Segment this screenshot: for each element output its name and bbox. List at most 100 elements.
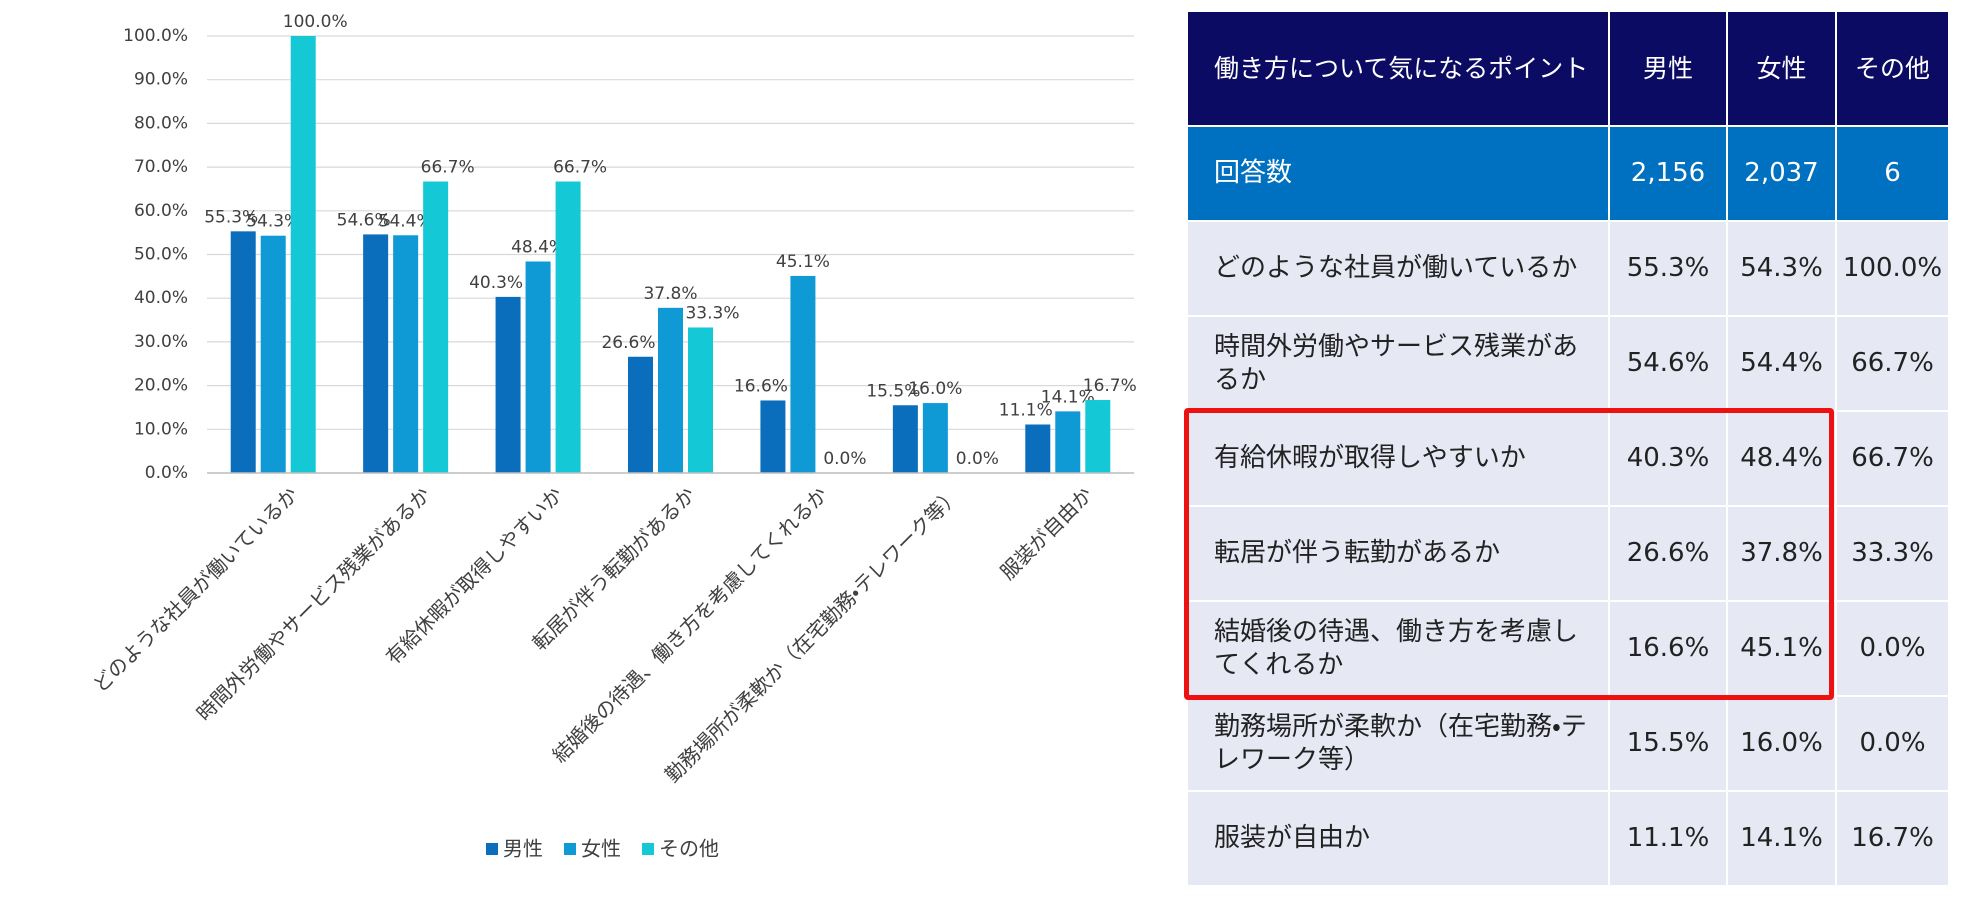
data-label: 66.7% xyxy=(553,158,607,178)
bar xyxy=(393,235,419,473)
table-row: 有給休暇が取得しやすいか 40.3% 48.4% 66.7% xyxy=(1186,410,1950,507)
table-row: 結婚後の待遇、働き方を考慮してくれるか 16.6% 45.1% 0.0% xyxy=(1186,600,1950,697)
header-cell: その他 xyxy=(1835,10,1950,127)
y-tick-label: 50.0% xyxy=(134,245,188,265)
value-cell: 26.6% xyxy=(1608,505,1728,602)
header-cell: 女性 xyxy=(1726,10,1837,127)
data-label: 45.1% xyxy=(776,252,830,272)
y-tick-label: 40.0% xyxy=(134,288,188,308)
data-label: 15.5% xyxy=(866,381,920,401)
y-tick-label: 70.0% xyxy=(134,157,188,177)
chart: 0.0% 10.0% 20.0% 30.0% 40.0% 50.0% 60.0% 70.0% 8… xyxy=(88,12,1137,861)
data-label: 0.0% xyxy=(956,449,999,469)
value-cell: 55.3% xyxy=(1608,220,1728,317)
y-tick-label: 0.0% xyxy=(145,463,188,483)
data-label: 55.3% xyxy=(204,207,258,227)
bar xyxy=(423,181,449,473)
data-label: 54.6% xyxy=(337,210,391,230)
table-row: 時間外労働やサービス残業があるか 54.6% 54.4% 66.7% xyxy=(1186,315,1950,412)
count-row: 回答数 2,156 2,037 6 xyxy=(1186,125,1950,222)
bar xyxy=(1025,424,1051,473)
highlight-box xyxy=(1184,408,1834,700)
value-cell: 54.4% xyxy=(1726,315,1837,412)
x-tick-label: どのような社員が働いているか xyxy=(88,482,303,697)
value-cell: 40.3% xyxy=(1608,410,1728,507)
table-row: 服装が自由か 11.1% 14.1% 16.7% xyxy=(1186,790,1950,887)
legend-label: 男性 xyxy=(503,837,543,861)
bar xyxy=(658,307,683,473)
data-label: 14.1% xyxy=(1041,387,1095,407)
bar xyxy=(290,36,316,473)
header-cell: 男性 xyxy=(1608,10,1728,127)
y-tick-label: 100.0% xyxy=(123,26,188,46)
value-cell: 100.0% xyxy=(1835,220,1950,317)
bar xyxy=(628,356,653,473)
bar xyxy=(555,181,581,473)
value-cell: 16.0% xyxy=(1726,695,1837,792)
bar xyxy=(260,235,286,473)
data-label: 16.0% xyxy=(908,379,962,399)
x-tick-label: 時間外労働やサービス残業があるか xyxy=(192,482,435,725)
legend-label: その他 xyxy=(659,837,719,861)
legend-swatch xyxy=(642,843,654,855)
bar xyxy=(688,327,713,473)
legend-swatch xyxy=(486,843,498,855)
data-label: 37.8% xyxy=(643,284,697,304)
value-cell: 54.6% xyxy=(1608,315,1728,412)
data-label: 16.6% xyxy=(734,376,788,396)
value-cell: 6 xyxy=(1835,125,1950,222)
y-tick-label: 60.0% xyxy=(134,201,188,221)
header-cell: 働き方について気になるポイント xyxy=(1186,10,1610,127)
y-tick-label: 90.0% xyxy=(134,70,188,90)
label-cell: 服装が自由か xyxy=(1186,790,1610,887)
legend-label: 女性 xyxy=(581,837,621,861)
x-tick-label: 勤務場所が柔軟か（在宅勤務・テレワーク等） xyxy=(660,482,965,787)
y-tick-label: 80.0% xyxy=(134,113,188,133)
value-cell: 66.7% xyxy=(1835,315,1950,412)
data-label: 16.7% xyxy=(1083,376,1137,396)
x-tick-label: 結婚後の待遇、働き方を考慮してくれるか xyxy=(548,482,833,767)
bar xyxy=(922,403,948,473)
data-label: 100.0% xyxy=(283,12,348,32)
x-tick-label: 服装が自由か xyxy=(995,482,1097,584)
header-row: 働き方について気になるポイント 男性 女性 その他 xyxy=(1186,10,1950,127)
data-label: 33.3% xyxy=(685,303,739,323)
bar xyxy=(1055,411,1081,473)
value-cell: 33.3% xyxy=(1835,505,1950,602)
table-row: どのような社員が働いているか 55.3% 54.3% 100.0% xyxy=(1186,220,1950,317)
label-cell: 勤務場所が柔軟か（在宅勤務・テレワーク等） xyxy=(1186,695,1610,792)
value-cell: 15.5% xyxy=(1608,695,1728,792)
data-label: 11.1% xyxy=(999,400,1053,420)
bar xyxy=(1085,400,1111,473)
bar xyxy=(892,405,918,473)
data-label: 48.4% xyxy=(511,237,565,257)
y-tick-label: 10.0% xyxy=(134,419,188,439)
data-label: 54.3% xyxy=(246,212,300,232)
value-cell: 16.6% xyxy=(1608,600,1728,697)
value-cell: 45.1% xyxy=(1726,600,1837,697)
value-cell: 2,037 xyxy=(1726,125,1837,222)
value-cell: 16.7% xyxy=(1835,790,1950,887)
bar xyxy=(790,275,816,473)
label-cell: どのような社員が働いているか xyxy=(1186,220,1610,317)
value-cell: 48.4% xyxy=(1726,410,1837,507)
legend-swatch xyxy=(564,843,576,855)
table-row: 勤務場所が柔軟か（在宅勤務・テレワーク等） 15.5% 16.0% 0.0% xyxy=(1186,695,1950,792)
label-cell: 転居が伴う転勤があるか xyxy=(1186,505,1610,602)
data-table: 働き方について気になるポイント 男性 女性 その他 回答数 2,156 2,037 6 どのよう… xyxy=(1186,10,1950,887)
bar xyxy=(363,234,389,473)
value-cell: 2,156 xyxy=(1608,125,1728,222)
bar xyxy=(760,400,786,473)
table-row: 転居が伴う転勤があるか 26.6% 37.8% 33.3% xyxy=(1186,505,1950,602)
bar xyxy=(495,296,521,473)
bar xyxy=(525,261,551,473)
y-tick-label: 30.0% xyxy=(134,332,188,352)
label-cell: 時間外労働やサービス残業があるか xyxy=(1186,315,1610,412)
data-label: 40.3% xyxy=(469,273,523,293)
value-cell: 11.1% xyxy=(1608,790,1728,887)
y-tick-label: 20.0% xyxy=(134,376,188,396)
bar xyxy=(230,231,256,473)
value-cell: 14.1% xyxy=(1726,790,1837,887)
data-label: 66.7% xyxy=(421,158,475,178)
